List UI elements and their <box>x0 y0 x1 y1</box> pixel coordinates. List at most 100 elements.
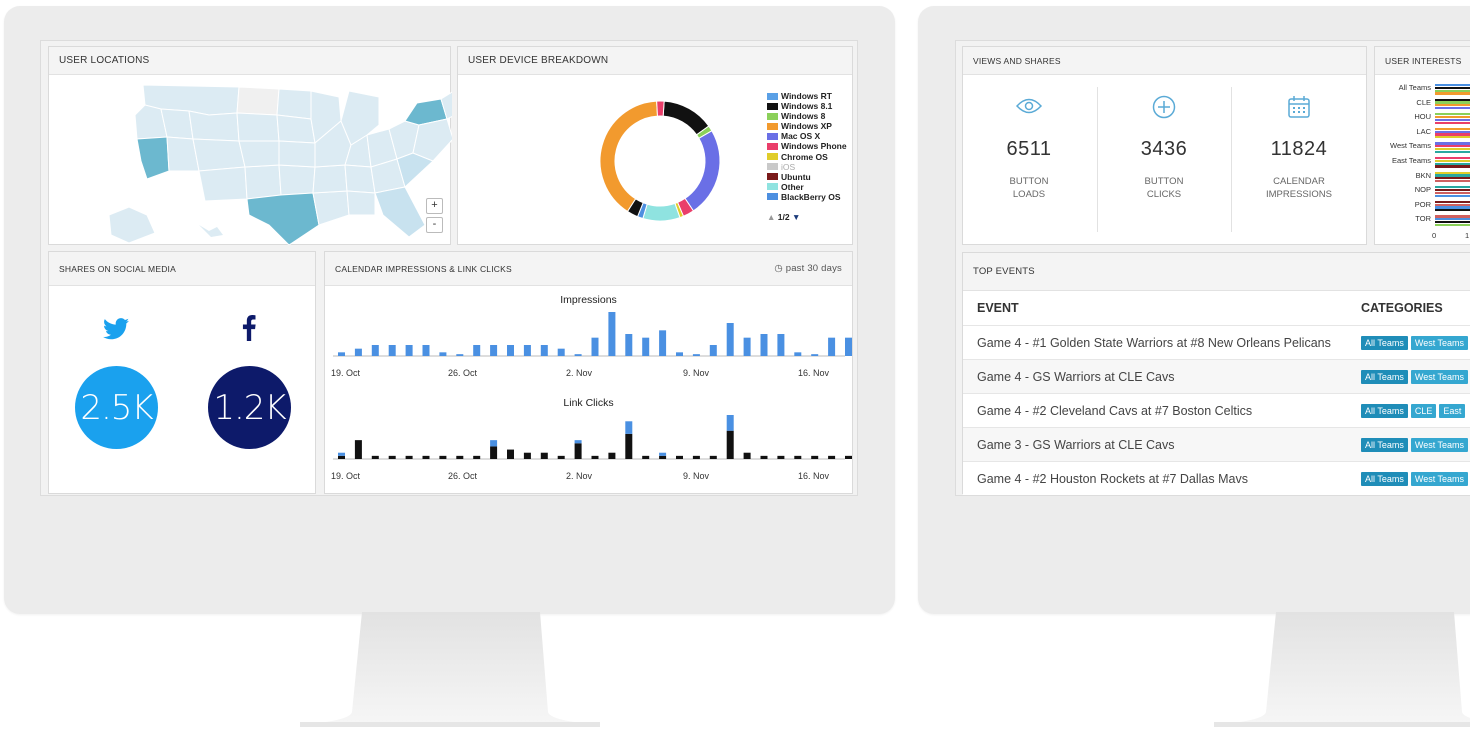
impressions-bar[interactable] <box>760 334 768 356</box>
clicks-bar[interactable] <box>371 455 379 459</box>
impressions-bar[interactable] <box>422 345 430 356</box>
clicks-bar[interactable] <box>422 455 430 459</box>
impressions-chart[interactable] <box>325 306 854 366</box>
category-badge[interactable]: All Teams <box>1361 404 1408 418</box>
interest-bar[interactable] <box>1435 101 1470 104</box>
interest-bar[interactable] <box>1435 157 1470 160</box>
impressions-bar[interactable] <box>777 334 785 356</box>
impressions-bar[interactable] <box>388 345 396 356</box>
impressions-bar[interactable] <box>456 354 464 356</box>
category-badge[interactable]: All Teams <box>1361 472 1408 486</box>
clicks-bar[interactable] <box>726 430 734 459</box>
interests-chart[interactable]: All Teams CLE HOU LAC West Teams East Teams BK… <box>1375 83 1470 243</box>
event-name[interactable]: Game 3 - GS Warriors at CLE Cavs <box>977 437 1175 452</box>
interest-bar[interactable] <box>1435 89 1470 92</box>
clicks-bar[interactable] <box>354 440 362 459</box>
legend-item[interactable]: Mac OS X <box>767 131 847 141</box>
pager-down-icon[interactable]: ▼ <box>792 212 801 222</box>
interest-bar[interactable] <box>1435 223 1470 226</box>
clicks-bar[interactable] <box>557 455 565 459</box>
donut-slice[interactable] <box>656 100 665 117</box>
category-badge[interactable]: West Teams <box>1410 438 1469 452</box>
clicks-bar[interactable] <box>777 455 785 459</box>
impressions-bar[interactable] <box>811 354 819 356</box>
impressions-bar[interactable] <box>709 345 717 356</box>
clicks-bar[interactable] <box>625 421 633 434</box>
interest-bar[interactable] <box>1435 113 1470 116</box>
interest-bar[interactable] <box>1435 148 1470 151</box>
interest-bar[interactable] <box>1435 98 1470 101</box>
clicks-bar[interactable] <box>642 455 650 459</box>
category-badge[interactable]: West Teams <box>1410 370 1469 384</box>
interest-bar[interactable] <box>1435 133 1470 136</box>
donut-slice[interactable] <box>642 202 681 222</box>
clicks-bar[interactable] <box>676 455 683 459</box>
interest-bar[interactable] <box>1435 200 1470 203</box>
impressions-bar[interactable] <box>523 345 531 356</box>
legend-item[interactable]: Windows 8 <box>767 111 847 121</box>
interest-bar[interactable] <box>1435 180 1470 183</box>
interest-bar[interactable] <box>1435 159 1470 162</box>
clicks-bar[interactable] <box>338 452 345 456</box>
interest-bar[interactable] <box>1435 221 1470 224</box>
interest-bar[interactable] <box>1435 191 1470 194</box>
range-selector[interactable]: ◷ past 30 days <box>774 263 842 274</box>
interest-bar[interactable] <box>1435 145 1470 148</box>
clicks-bar[interactable] <box>608 452 616 459</box>
donut-slice[interactable] <box>662 100 710 136</box>
clicks-bar[interactable] <box>540 452 548 459</box>
device-donut-chart[interactable] <box>580 81 740 241</box>
event-name[interactable]: Game 4 - #2 Houston Rockets at #7 Dallas… <box>977 471 1248 486</box>
clicks-bar[interactable] <box>659 452 667 456</box>
clicks-bar[interactable] <box>456 455 464 459</box>
legend-item[interactable]: Windows RT <box>767 91 847 101</box>
impressions-bar[interactable] <box>692 354 700 356</box>
impressions-bar[interactable] <box>405 345 413 356</box>
clicks-bar[interactable] <box>794 455 802 459</box>
category-badge[interactable]: All Teams <box>1361 438 1408 452</box>
clicks-bar[interactable] <box>692 455 700 459</box>
clicks-bar[interactable] <box>388 455 396 459</box>
interest-bar[interactable] <box>1435 127 1470 130</box>
interest-bar[interactable] <box>1435 171 1470 174</box>
legend-item[interactable]: iOS <box>767 162 847 172</box>
clicks-bar[interactable] <box>845 455 852 459</box>
clicks-bar[interactable] <box>490 440 498 447</box>
interest-bar[interactable] <box>1435 215 1470 218</box>
categories-column-header[interactable]: CATEGORIES <box>1361 301 1443 315</box>
clicks-bar[interactable] <box>760 455 768 459</box>
interest-bar[interactable] <box>1435 86 1470 89</box>
clicks-bar[interactable] <box>828 455 836 459</box>
zoom-in-button[interactable]: + <box>426 198 443 214</box>
interest-bar[interactable] <box>1435 177 1470 180</box>
impressions-bar[interactable] <box>676 352 683 356</box>
donut-slice[interactable] <box>684 130 721 212</box>
clicks-bar[interactable] <box>523 452 531 459</box>
clicks-bar[interactable] <box>591 455 599 459</box>
category-badge[interactable]: All Teams <box>1361 336 1408 350</box>
interest-bar[interactable] <box>1435 186 1470 189</box>
clicks-bar[interactable] <box>743 452 751 459</box>
donut-slice[interactable] <box>599 100 659 213</box>
impressions-bar[interactable] <box>490 345 498 356</box>
table-row[interactable]: Game 4 - GS Warriors at CLE Cavs All Team… <box>963 359 1470 393</box>
clicks-bar[interactable] <box>405 455 413 459</box>
clicks-chart[interactable] <box>325 409 854 469</box>
clicks-bar[interactable] <box>709 455 717 459</box>
impressions-bar[interactable] <box>828 337 836 356</box>
interest-bar[interactable] <box>1435 162 1470 165</box>
impressions-bar[interactable] <box>574 354 582 356</box>
event-name[interactable]: Game 4 - #2 Cleveland Cavs at #7 Boston … <box>977 403 1253 418</box>
clicks-bar[interactable] <box>659 455 667 459</box>
interest-bar[interactable] <box>1435 130 1470 133</box>
table-row[interactable]: Game 3 - GS Warriors at CLE Cavs All Team… <box>963 427 1470 461</box>
interest-bar[interactable] <box>1435 121 1470 124</box>
interest-bar[interactable] <box>1435 107 1470 110</box>
impressions-bar[interactable] <box>608 312 616 356</box>
clicks-bar[interactable] <box>574 443 582 459</box>
interest-bar[interactable] <box>1435 209 1470 212</box>
us-map[interactable]: . <box>49 75 452 245</box>
legend-item[interactable]: Windows XP <box>767 121 847 131</box>
event-name[interactable]: Game 4 - #1 Golden State Warriors at #8 … <box>977 335 1331 350</box>
impressions-bar[interactable] <box>726 323 734 356</box>
